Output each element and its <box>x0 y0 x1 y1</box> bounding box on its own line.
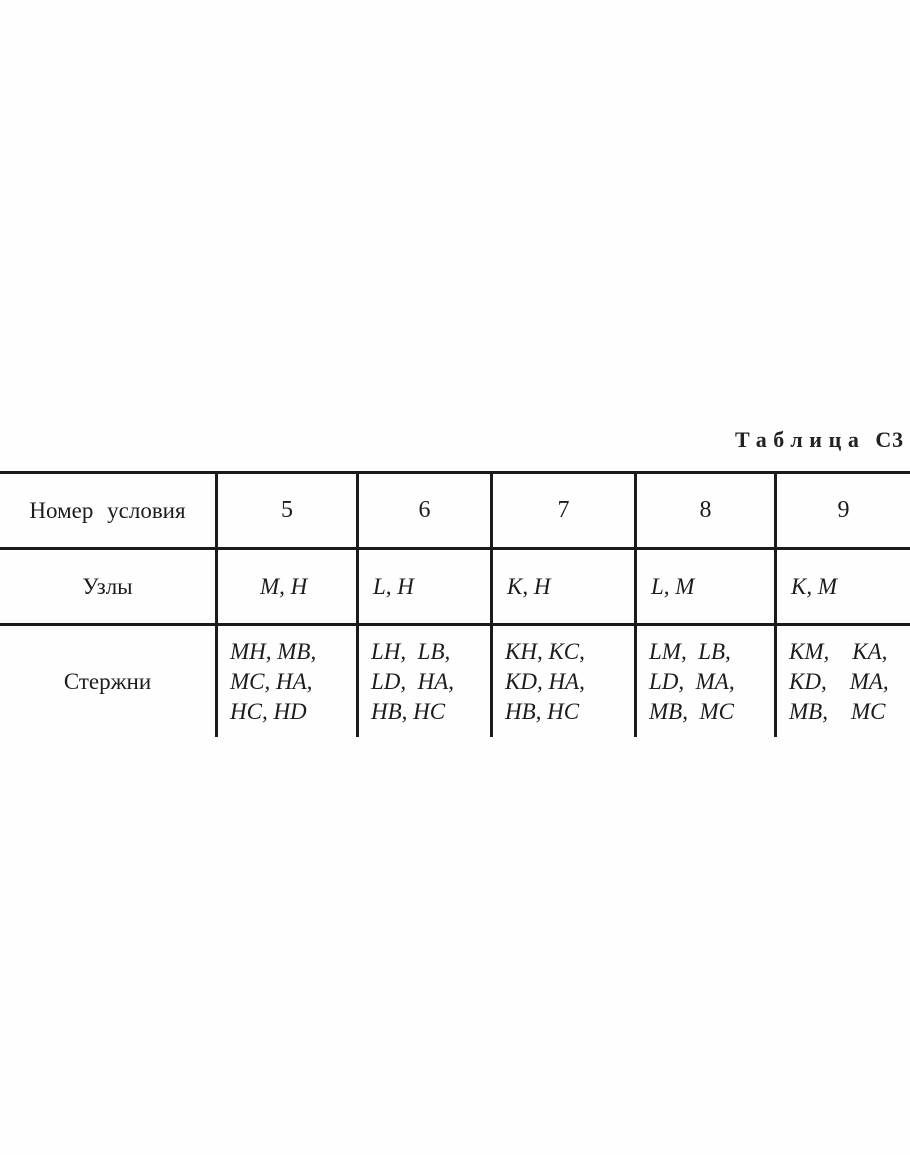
rods-line: LD, HA, <box>371 668 455 694</box>
row-label-rods: Стержни <box>0 626 218 737</box>
condition-number-6: 6 <box>359 474 493 550</box>
rods-line: KH, KC, <box>505 638 585 664</box>
rods-line: LD, MA, <box>649 668 735 694</box>
rods-cell-7: KH, KC, KD, HA, HB, HC <box>493 626 637 737</box>
condition-number-8: 8 <box>637 474 777 550</box>
condition-number-5: 5 <box>218 474 359 550</box>
rods-line: MH, MB, <box>230 638 317 664</box>
nodes-cell-7: K, H <box>493 550 637 626</box>
table-title-number: С3 <box>875 427 904 452</box>
rods-line: KD, MA, <box>789 668 889 694</box>
conditions-table: Номер условия 5 6 7 8 9 Узлы M, H L, H K… <box>0 471 910 737</box>
rods-cell-5: MH, MB, MC, HA, HC, HD <box>218 626 359 737</box>
rods-cell-6: LH, LB, LD, HA, HB, HC <box>359 626 493 737</box>
nodes-cell-6: L, H <box>359 550 493 626</box>
rods-line: HC, HD <box>230 698 307 724</box>
row-label-nodes: Узлы <box>0 550 218 626</box>
rods-cell-9: KM, KA, KD, MA, MB, MC <box>777 626 910 737</box>
table-title: Таблица С3 <box>735 427 904 453</box>
condition-number-7: 7 <box>493 474 637 550</box>
rods-line: KD, HA, <box>505 668 585 694</box>
rods-line: MB, MC <box>649 698 734 724</box>
rods-line: HB, HC <box>371 698 446 724</box>
nodes-cell-5: M, H <box>218 550 359 626</box>
rods-line: MB, MC <box>789 698 886 724</box>
rods-line: HB, HC <box>505 698 580 724</box>
rods-cell-8: LM, LB, LD, MA, MB, MC <box>637 626 777 737</box>
rods-line: MC, HA, <box>230 668 313 694</box>
nodes-cell-9: K, M <box>777 550 910 626</box>
row-label-number: Номер условия <box>0 474 218 550</box>
rods-line: KM, KA, <box>789 638 888 664</box>
condition-number-9: 9 <box>777 474 910 550</box>
rods-line: LM, LB, <box>649 638 731 664</box>
rods-line: LH, LB, <box>371 638 451 664</box>
table-title-word: Таблица <box>734 427 866 452</box>
nodes-cell-8: L, M <box>637 550 777 626</box>
